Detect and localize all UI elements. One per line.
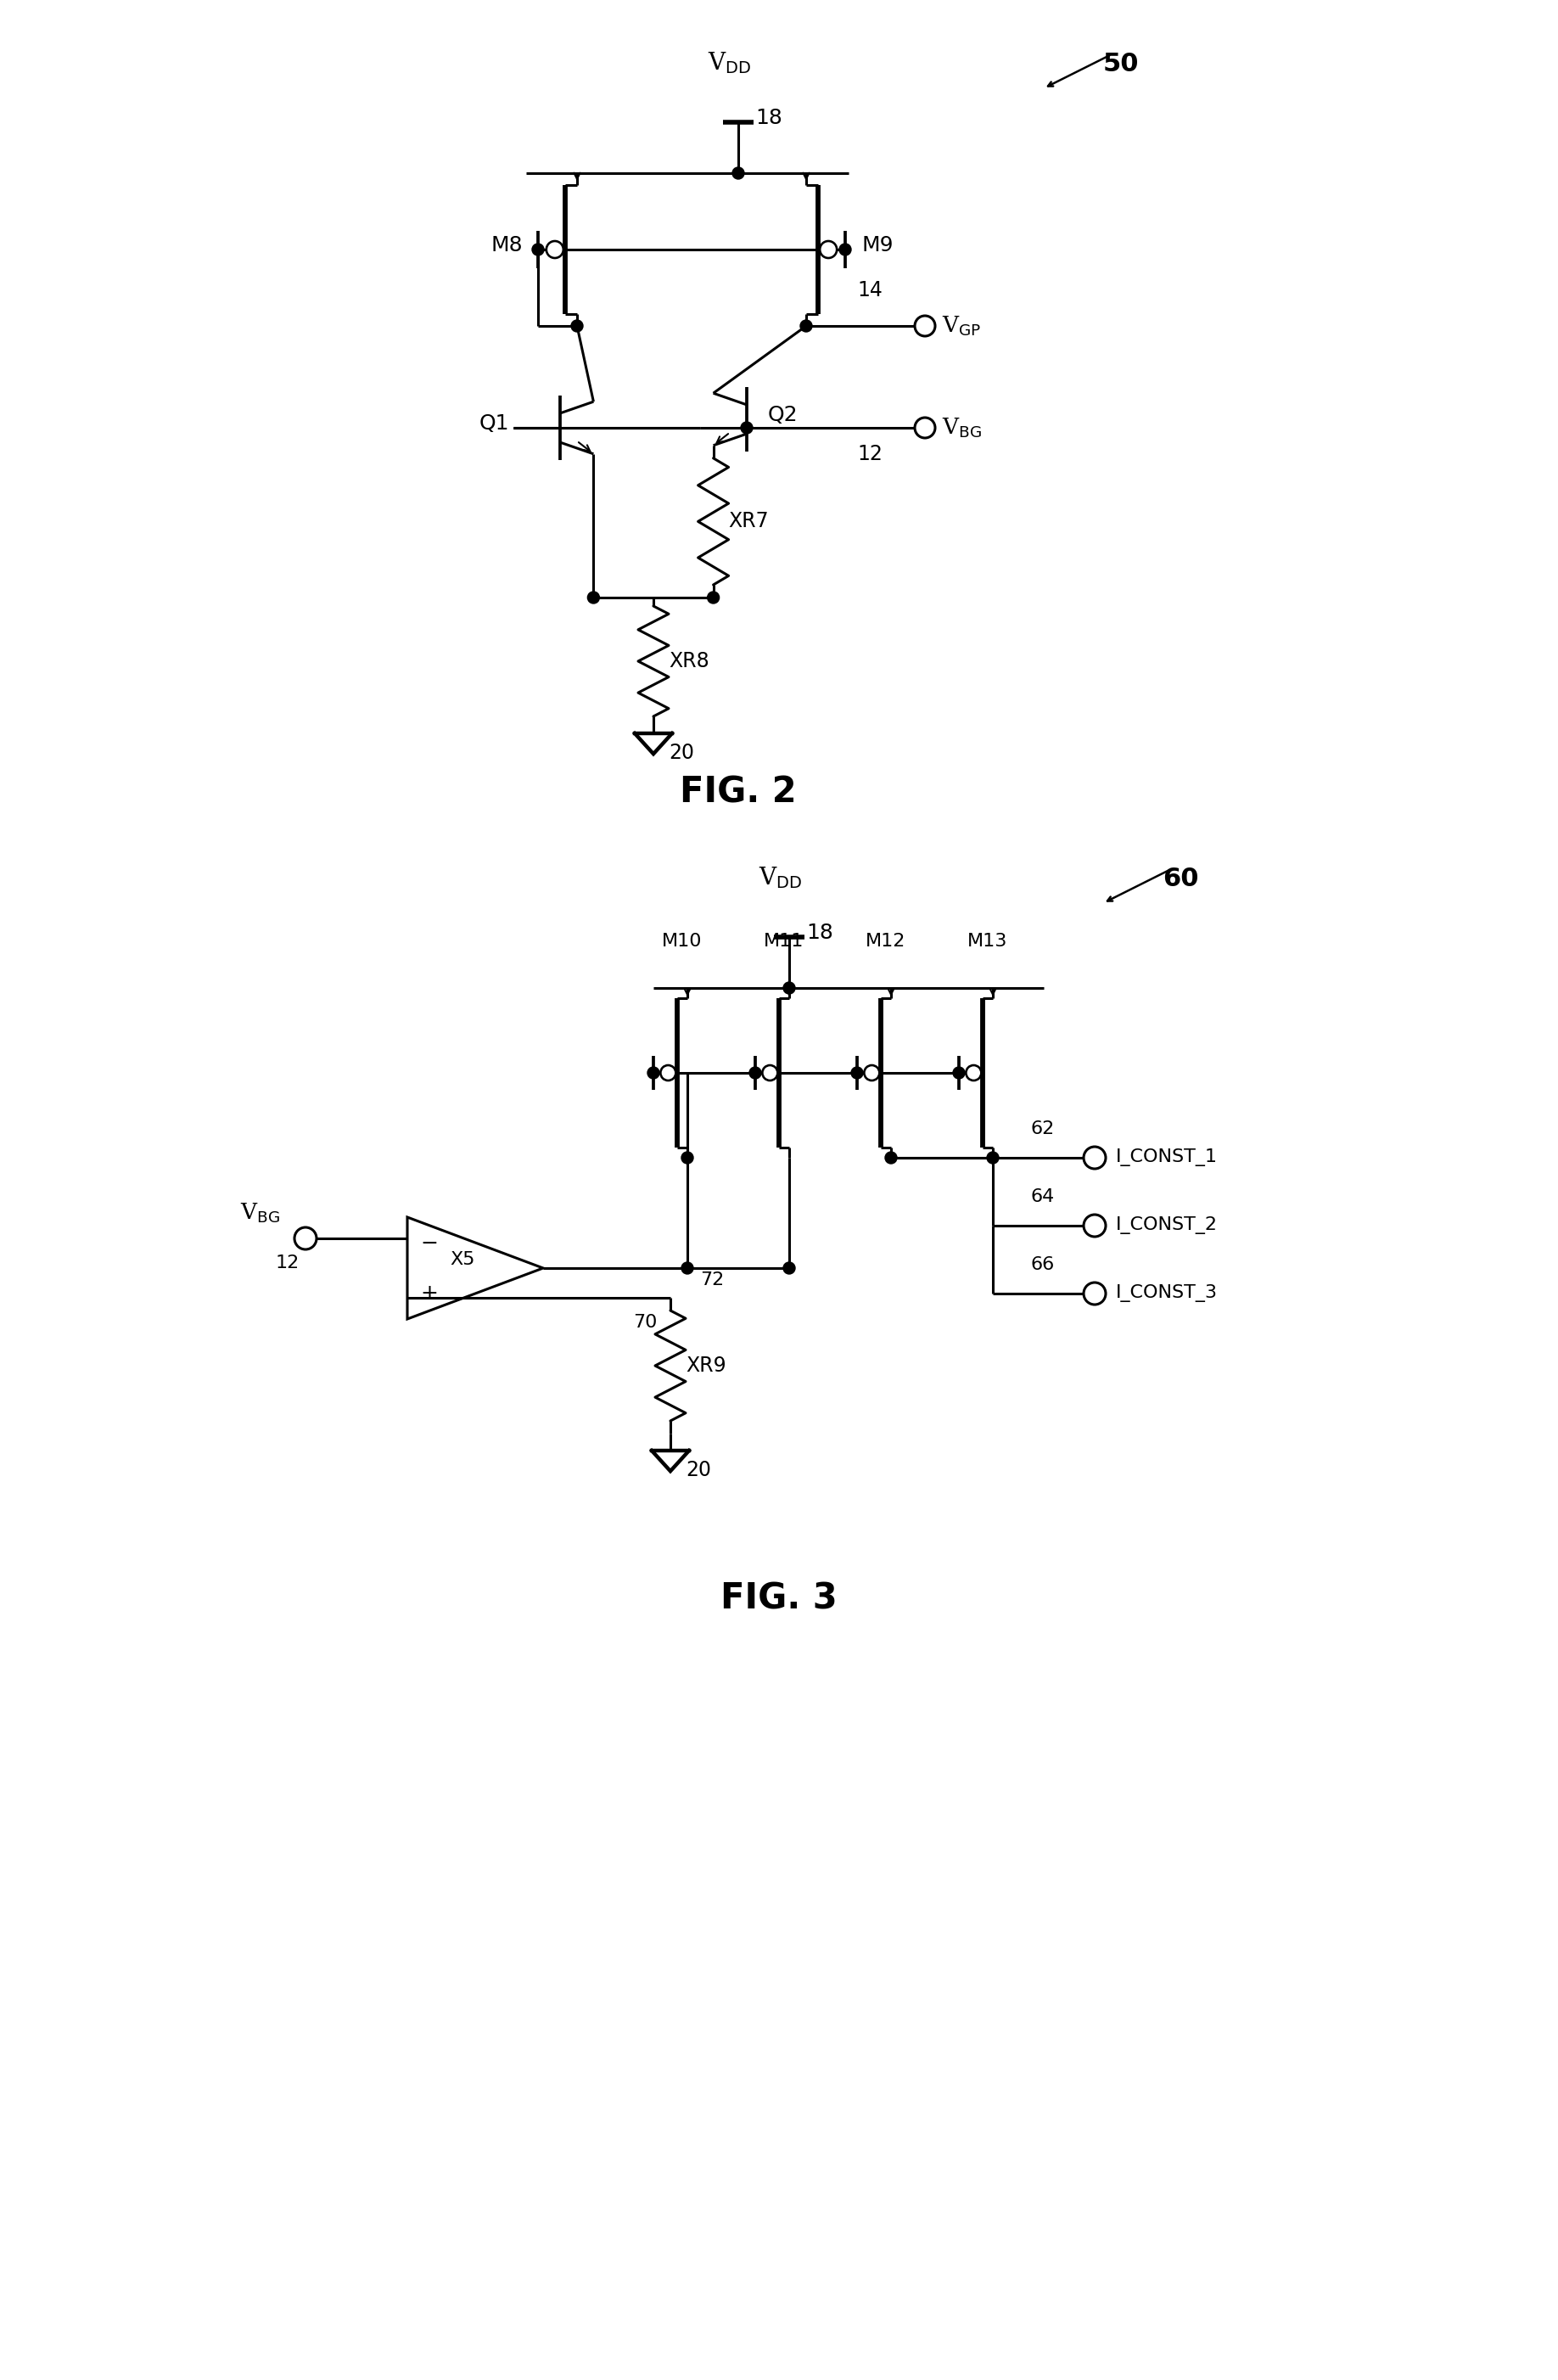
- Text: V$_{\rm DD}$: V$_{\rm DD}$: [707, 50, 751, 76]
- Text: V$_{\rm BG}$: V$_{\rm BG}$: [240, 1202, 280, 1226]
- Circle shape: [707, 593, 720, 605]
- Circle shape: [1084, 1214, 1106, 1238]
- Text: M8: M8: [491, 236, 523, 255]
- Text: XR7: XR7: [729, 512, 770, 531]
- Text: M12: M12: [866, 933, 907, 950]
- Text: Q1: Q1: [478, 414, 509, 433]
- Text: 70: 70: [634, 1314, 657, 1330]
- Circle shape: [851, 1066, 863, 1078]
- Text: FIG. 3: FIG. 3: [720, 1580, 838, 1616]
- Text: 18: 18: [805, 923, 834, 942]
- Text: $-$: $-$: [421, 1233, 438, 1252]
- Circle shape: [732, 167, 745, 178]
- Text: 66: 66: [1031, 1257, 1055, 1273]
- Text: 64: 64: [1031, 1188, 1055, 1204]
- Text: M10: M10: [662, 933, 703, 950]
- Circle shape: [762, 1066, 777, 1081]
- Text: XR8: XR8: [668, 652, 709, 671]
- Circle shape: [294, 1228, 316, 1250]
- Circle shape: [572, 319, 583, 331]
- Circle shape: [865, 1066, 879, 1081]
- Text: V$_{\rm BG}$: V$_{\rm BG}$: [943, 416, 982, 440]
- Text: M11: M11: [763, 933, 804, 950]
- Text: 20: 20: [686, 1459, 710, 1480]
- Circle shape: [533, 243, 544, 255]
- Text: 18: 18: [756, 107, 782, 129]
- Circle shape: [915, 317, 935, 336]
- Text: I_CONST_2: I_CONST_2: [1116, 1216, 1218, 1235]
- Circle shape: [1084, 1283, 1106, 1304]
- Text: M13: M13: [968, 933, 1008, 950]
- Circle shape: [749, 1066, 762, 1078]
- Text: Q2: Q2: [768, 405, 798, 426]
- Circle shape: [661, 1066, 676, 1081]
- Text: 14: 14: [857, 281, 882, 300]
- Text: 12: 12: [857, 445, 882, 464]
- Circle shape: [740, 421, 753, 433]
- Circle shape: [784, 983, 795, 995]
- Text: 60: 60: [1162, 866, 1198, 890]
- Text: 12: 12: [276, 1254, 299, 1271]
- Circle shape: [915, 416, 935, 438]
- Text: V$_{\rm GP}$: V$_{\rm GP}$: [943, 314, 982, 338]
- Text: XR9: XR9: [686, 1357, 726, 1376]
- Circle shape: [587, 593, 600, 605]
- Text: 20: 20: [668, 743, 695, 764]
- Circle shape: [648, 1066, 659, 1078]
- Circle shape: [681, 1261, 693, 1273]
- Text: V$_{\rm DD}$: V$_{\rm DD}$: [759, 864, 802, 890]
- Text: 50: 50: [1103, 52, 1139, 76]
- Circle shape: [840, 243, 851, 255]
- Circle shape: [801, 319, 812, 331]
- Circle shape: [953, 1066, 964, 1078]
- Text: I_CONST_1: I_CONST_1: [1116, 1150, 1218, 1166]
- Circle shape: [986, 1152, 999, 1164]
- Circle shape: [681, 1152, 693, 1164]
- Text: FIG. 2: FIG. 2: [679, 776, 796, 812]
- Circle shape: [966, 1066, 982, 1081]
- Circle shape: [784, 1261, 795, 1273]
- Text: $+$: $+$: [421, 1283, 438, 1304]
- Text: I_CONST_3: I_CONST_3: [1116, 1285, 1218, 1302]
- Text: 62: 62: [1031, 1121, 1055, 1138]
- Text: M9: M9: [862, 236, 894, 255]
- Circle shape: [1084, 1147, 1106, 1169]
- Text: X5: X5: [450, 1252, 475, 1269]
- Circle shape: [885, 1152, 897, 1164]
- Circle shape: [547, 240, 564, 257]
- Circle shape: [820, 240, 837, 257]
- Text: 72: 72: [700, 1271, 724, 1288]
